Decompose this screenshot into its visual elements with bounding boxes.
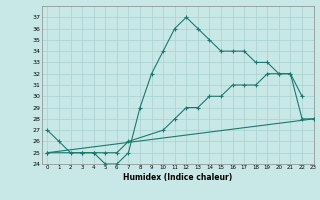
X-axis label: Humidex (Indice chaleur): Humidex (Indice chaleur) <box>123 173 232 182</box>
